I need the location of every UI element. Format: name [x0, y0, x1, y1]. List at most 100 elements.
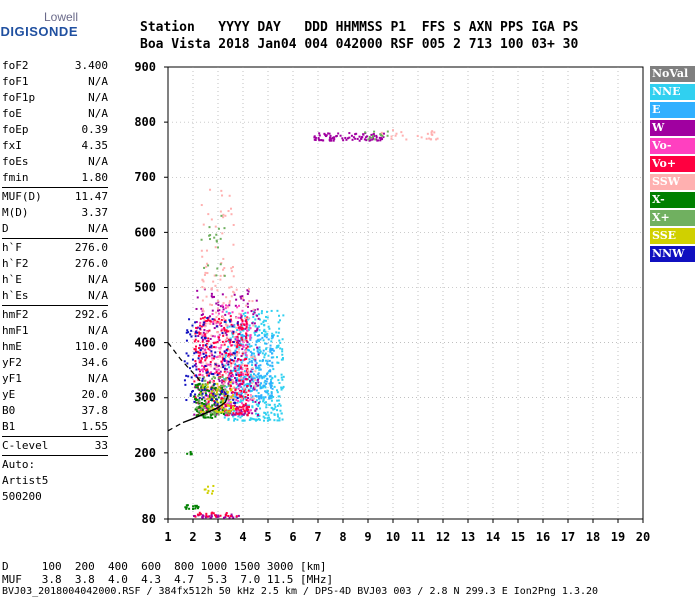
data-point-vo-: [213, 372, 216, 375]
x-tick-label: 2: [189, 530, 196, 544]
data-point-vo-: [239, 395, 242, 398]
data-point-nnw: [228, 319, 231, 322]
data-point-nne: [237, 368, 240, 371]
data-point-ssw: [211, 380, 214, 383]
data-point-vo-: [206, 374, 209, 377]
data-point-e: [245, 374, 248, 377]
data-point-w: [354, 133, 357, 136]
data-point-sse: [222, 399, 225, 402]
data-point-nne: [233, 369, 236, 372]
param-row: fxI 4.35: [2, 138, 108, 154]
data-point-e: [249, 417, 252, 420]
data-point-x-: [208, 381, 211, 384]
data-point-vo-: [249, 327, 252, 330]
data-point-x-: [219, 237, 222, 240]
data-point-vo-: [226, 305, 229, 308]
data-point-vo-: [205, 398, 208, 401]
data-point-e: [224, 354, 227, 357]
data-point-e: [241, 419, 244, 422]
data-point-vo-: [221, 356, 224, 359]
data-point-ssw: [425, 137, 428, 140]
data-point-w: [235, 405, 238, 408]
data-point-e: [259, 350, 262, 353]
data-point-sse: [228, 410, 231, 413]
data-point-ssw: [229, 349, 232, 352]
data-point-ssw: [203, 390, 206, 393]
data-point-w: [257, 353, 260, 356]
data-point-ssw: [217, 385, 220, 388]
data-point-vo-: [225, 512, 228, 515]
data-point-w: [236, 321, 239, 324]
data-point-e: [263, 375, 266, 378]
data-point-w: [325, 134, 328, 137]
data-point-x-: [201, 386, 204, 389]
data-point-e: [255, 367, 258, 370]
data-point-x-: [213, 403, 216, 406]
data-point-nne: [252, 377, 255, 380]
data-point-ssw: [225, 372, 228, 375]
data-point-sse: [206, 386, 209, 389]
data-point-x-: [194, 504, 197, 507]
data-point-w: [255, 383, 258, 386]
data-point-nne: [248, 343, 251, 346]
param-row: hmF1 N/A: [2, 323, 108, 339]
data-point-x-: [188, 507, 191, 510]
data-point-w: [233, 391, 236, 394]
data-point-ssw: [215, 311, 218, 314]
data-point-nnw: [194, 393, 197, 396]
data-point-vo-: [246, 369, 249, 372]
param-value: 1.80: [81, 171, 109, 184]
data-point-vo-: [247, 408, 250, 411]
data-point-x-: [215, 239, 218, 242]
data-point-vo-: [224, 307, 227, 310]
data-point-vo-: [234, 370, 237, 373]
data-point-vo-: [231, 330, 234, 333]
data-point-w: [217, 303, 220, 306]
param-value: 3.37: [81, 206, 109, 219]
data-point-e: [261, 386, 264, 389]
data-point-sse: [230, 396, 233, 399]
param-value: 33: [94, 439, 108, 452]
data-point-ssw: [237, 351, 240, 354]
data-point-vo-: [204, 335, 207, 338]
data-point-ssw: [206, 262, 209, 265]
data-point-sse: [208, 406, 211, 409]
data-point-w: [211, 354, 214, 357]
data-point-e: [258, 340, 261, 343]
data-point-ssw: [230, 365, 233, 368]
data-point-x-: [214, 412, 217, 415]
data-point-vo-: [240, 328, 243, 331]
data-point-e: [278, 339, 281, 342]
data-point-sse: [226, 391, 229, 394]
data-point-ssw: [233, 336, 236, 339]
data-point-w: [318, 134, 321, 137]
data-point-w: [360, 137, 363, 140]
data-point-nne: [270, 386, 273, 389]
data-point-e: [252, 418, 255, 421]
data-point-w: [213, 327, 216, 330]
data-point-e: [268, 403, 271, 406]
data-point-w: [254, 400, 257, 403]
data-point-ssw: [200, 204, 203, 207]
data-point-e: [274, 375, 277, 378]
y-tick-label: 800: [134, 115, 156, 129]
data-point-w: [201, 338, 204, 341]
param-separator: [2, 455, 108, 456]
data-point-x-: [198, 389, 201, 392]
param-row: foF1 N/A: [2, 74, 108, 90]
data-point-w: [345, 138, 348, 141]
data-point-x-: [205, 389, 208, 392]
data-point-e: [259, 383, 262, 386]
data-point-nnw: [223, 320, 226, 323]
data-point-x-: [209, 238, 212, 241]
data-point-ssw: [235, 316, 238, 319]
data-point-vo-: [235, 383, 238, 386]
data-point-ssw: [430, 131, 433, 134]
data-point-e: [277, 321, 280, 324]
data-point-w: [240, 382, 243, 385]
data-point-x-: [189, 453, 192, 456]
data-point-e: [264, 319, 267, 322]
data-point-w: [257, 317, 260, 320]
data-point-vo-: [240, 323, 243, 326]
data-point-vo-: [217, 337, 220, 340]
